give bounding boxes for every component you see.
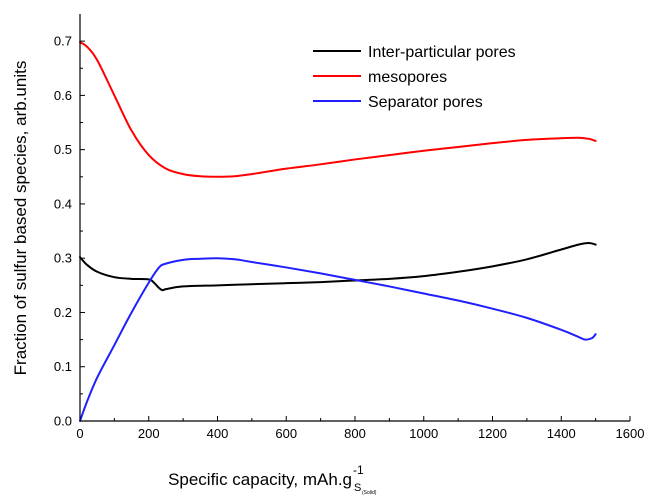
x-tick-label: 200 [138,426,160,441]
y-tick-label: 0.0 [54,414,72,429]
x-tick-label: 400 [207,426,229,441]
series-layer [79,41,597,422]
x-tick-label: 0 [76,426,83,441]
y-tick-label: 0.5 [54,142,72,157]
x-tick-label: 600 [275,426,297,441]
y-tick-label: 0.7 [54,34,72,49]
legend-label-mesopores: mesopores [368,69,447,86]
series-line-inter-particular-pores [79,242,597,292]
axis-labels: Specific capacity, mAh.g -1 S (Solid) Fr… [11,61,377,496]
legend-label-separator-pores: Separator pores [368,94,483,111]
y-tick-label: 0.3 [54,251,72,266]
x-tick-label: 1200 [478,426,507,441]
x-axis-title-superscript: -1 [353,463,364,477]
y-tick-label: 0.1 [54,359,72,374]
x-axis-title-subscript: S [354,482,361,494]
axes-layer: 0 200 400 600 800 1000 1200 1400 1600 0.0 0.1 0.2 0.… [54,14,645,441]
legend-label-inter-particular-pores: Inter-particular pores [368,44,516,61]
x-tick-label: 1400 [547,426,576,441]
y-tick-label: 0.2 [54,305,72,320]
x-axis-title-sub-subscript: (Solid) [362,490,377,496]
series-line-mesopores [79,41,597,178]
legend: Inter-particular pores mesopores Separator… [313,44,516,111]
y-tick-label: 0.6 [54,88,72,103]
x-tick-label: 1600 [616,426,645,441]
series-line-separator-pores [79,257,597,422]
y-tick-label: 0.4 [54,196,72,211]
x-tick-label: 1000 [409,426,438,441]
y-axis-title: Fraction of sulfur based species, arb.un… [11,61,30,376]
x-axis-title: Specific capacity, mAh.g [168,470,352,489]
x-tick-label: 800 [344,426,366,441]
